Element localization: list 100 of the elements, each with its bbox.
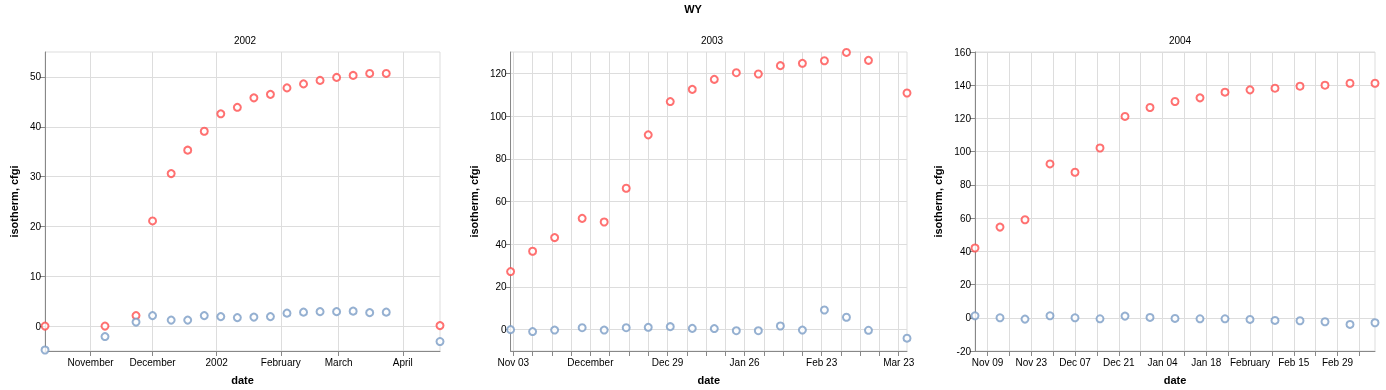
- y-tick-label: 30: [29, 171, 42, 183]
- point: [995, 313, 1005, 323]
- point: [1295, 316, 1305, 326]
- x-tick-label: Mar 23: [883, 356, 915, 368]
- point: [282, 308, 292, 318]
- point: [332, 72, 342, 82]
- point: [528, 246, 538, 256]
- y-tick-label: 100: [954, 146, 972, 158]
- point: [435, 321, 445, 331]
- x-tick-label: Feb 15: [1278, 356, 1310, 368]
- point: [1195, 314, 1205, 324]
- point: [315, 75, 325, 85]
- point: [1345, 78, 1355, 88]
- point: [731, 68, 741, 78]
- point: [265, 312, 275, 322]
- point: [100, 332, 110, 342]
- point: [232, 102, 242, 112]
- x-axis-title: date: [697, 373, 721, 386]
- point: [348, 70, 358, 80]
- y-tick-label: 50: [29, 71, 42, 83]
- point: [1170, 97, 1180, 106]
- point: [665, 97, 675, 107]
- point: [315, 307, 325, 317]
- point: [199, 126, 209, 136]
- y-tick-label: 40: [495, 238, 508, 250]
- point: [148, 311, 158, 321]
- y-tick-label: 0: [965, 312, 972, 324]
- x-tick-label: Feb 23: [806, 356, 838, 368]
- point: [1020, 314, 1030, 324]
- point: [1195, 93, 1205, 103]
- y-tick-label: 160: [954, 46, 972, 58]
- x-tick-label: March: [324, 356, 353, 368]
- point: [797, 325, 807, 335]
- y-tick-label: 10: [29, 270, 42, 282]
- point: [1095, 314, 1105, 324]
- point: [841, 47, 851, 57]
- point: [902, 333, 912, 343]
- point: [1270, 315, 1280, 325]
- point: [577, 323, 587, 333]
- point: [1095, 143, 1105, 153]
- point: [1120, 111, 1130, 121]
- point: [841, 312, 851, 322]
- point: [797, 58, 807, 68]
- chart-title: 2002: [233, 34, 257, 46]
- point: [199, 311, 209, 321]
- point: [643, 322, 653, 332]
- x-tick-label: Dec 07: [1059, 356, 1092, 368]
- point: [709, 74, 719, 84]
- x-tick-label: Nov 23: [1015, 356, 1048, 368]
- point: [282, 83, 292, 93]
- x-tick-label: December: [129, 356, 177, 368]
- text: WY: [684, 3, 702, 15]
- y-tick-label: -20: [956, 345, 972, 357]
- point: [506, 325, 516, 335]
- x-tick-label: Dec 29: [651, 356, 684, 368]
- x-tick-label: Nov 03: [497, 356, 530, 368]
- point: [902, 88, 912, 98]
- point: [166, 169, 176, 179]
- point: [819, 305, 829, 315]
- y-axis-title: isotherm, cfgi: [7, 165, 20, 238]
- point: [970, 243, 980, 253]
- point: [299, 307, 309, 317]
- point: [232, 313, 242, 323]
- point: [1120, 311, 1130, 321]
- y-axis-title: isotherm, cfgi: [931, 165, 944, 238]
- point: [166, 315, 176, 325]
- x-axis-title: date: [231, 373, 254, 386]
- point: [148, 216, 158, 226]
- point: [775, 61, 785, 71]
- point: [435, 337, 445, 347]
- point: [995, 222, 1005, 232]
- point: [643, 130, 653, 140]
- y-tick-label: 120: [954, 112, 972, 124]
- y-tick-label: 80: [959, 179, 972, 191]
- point: [687, 84, 697, 94]
- y-tick-label: 60: [495, 196, 508, 207]
- point: [1045, 311, 1055, 321]
- point: [365, 308, 375, 318]
- y-tick-label: 0: [501, 324, 508, 336]
- x-tick-label: Jan 26: [729, 356, 761, 368]
- point: [365, 68, 375, 78]
- point: [599, 217, 609, 227]
- y-tick-label: 0: [35, 320, 42, 332]
- point: [1295, 81, 1305, 91]
- y-tick-label: 20: [29, 220, 42, 232]
- point: [550, 325, 560, 335]
- point: [131, 317, 141, 327]
- y-tick-label: 20: [959, 279, 972, 291]
- point: [40, 321, 50, 331]
- y-tick-label: 80: [495, 153, 508, 165]
- point: [1270, 83, 1280, 93]
- point: [731, 326, 741, 336]
- point: [863, 55, 873, 65]
- point: [550, 233, 560, 243]
- point: [1345, 319, 1355, 329]
- point: [1245, 85, 1255, 95]
- point: [506, 267, 516, 277]
- point: [299, 79, 309, 89]
- point: [1320, 80, 1330, 90]
- point: [1370, 318, 1380, 328]
